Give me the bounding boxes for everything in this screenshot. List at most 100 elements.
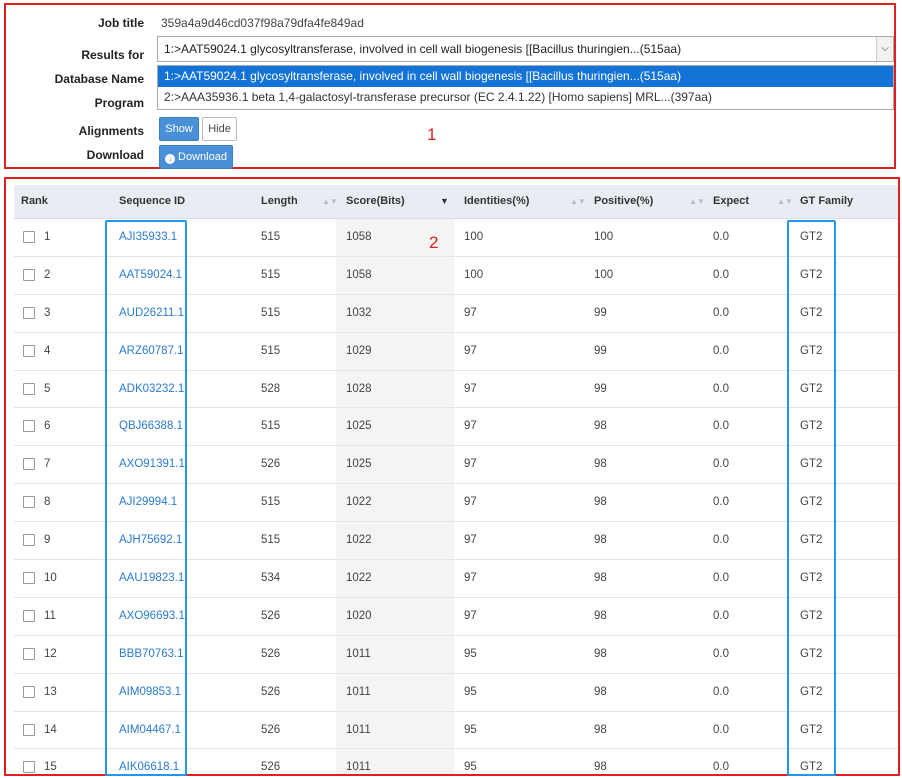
rank-cell: 9	[44, 534, 51, 547]
identities-cell: 97	[464, 496, 477, 509]
expect-cell: 0.0	[713, 231, 729, 243]
row-checkbox[interactable]	[23, 761, 35, 774]
sort-positive-icon[interactable]: ▲▼	[689, 197, 705, 206]
results-table-panel: Rank Sequence ID Length ▲▼ Score(Bits) ▼…	[4, 177, 900, 776]
sequence-id-link[interactable]: AJI35933.1	[119, 231, 178, 243]
gt-family-cell: GT2	[800, 496, 823, 509]
expect-cell: 0.0	[713, 761, 729, 774]
sort-descending-icon[interactable]: ▼	[440, 196, 449, 206]
sequence-id-link[interactable]: AIK06618.1	[119, 761, 180, 774]
results-for-selected-value: 1:>AAT59024.1 glycosyltransferase, invol…	[164, 42, 682, 56]
results-for-label: Results for	[81, 48, 144, 62]
score-column-bg	[336, 446, 454, 484]
header-expect[interactable]: Expect	[713, 195, 750, 207]
download-label: Download	[86, 148, 144, 162]
sequence-id-link[interactable]: ARZ60787.1	[119, 344, 184, 357]
score-column-bg	[336, 256, 454, 294]
chevron-down-icon[interactable]: ⌵	[876, 37, 893, 61]
database-name-label: Database Name	[54, 72, 144, 86]
rank-cell: 13	[44, 685, 57, 698]
table-row: 15 AIK06618.1 526 1011 95 98 0.0 GT2	[14, 749, 898, 774]
positive-cell: 98	[594, 458, 607, 471]
results-for-select[interactable]: 1:>AAT59024.1 glycosyltransferase, invol…	[157, 36, 894, 62]
dropdown-option-1[interactable]: 1:>AAT59024.1 glycosyltransferase, invol…	[158, 66, 893, 87]
sequence-id-link[interactable]: BBB70763.1	[119, 647, 184, 660]
dropdown-option-2[interactable]: 2:>AAA35936.1 beta 1,4-galactosyl-transf…	[164, 90, 712, 104]
sort-length-icon[interactable]: ▲▼	[322, 197, 338, 206]
sequence-id-link[interactable]: AXO91391.1	[119, 458, 185, 471]
hide-alignments-button[interactable]: Hide	[202, 117, 237, 141]
length-cell: 515	[261, 496, 281, 509]
job-title-label: Job title	[97, 16, 144, 30]
positive-cell: 100	[594, 231, 614, 243]
score-column-bg	[336, 408, 454, 446]
sequence-id-link[interactable]: AIM09853.1	[119, 685, 182, 698]
sort-expect-icon[interactable]: ▲▼	[777, 197, 793, 206]
alignments-label: Alignments	[78, 124, 144, 138]
identities-cell: 97	[464, 609, 477, 622]
identities-cell: 97	[464, 572, 477, 585]
header-rank[interactable]: Rank	[21, 195, 48, 207]
row-checkbox[interactable]	[23, 458, 35, 471]
length-cell: 515	[261, 268, 281, 281]
score-column-bg	[336, 294, 454, 332]
table-row: 2 AAT59024.1 515 1058 100 100 0.0 GT2	[14, 256, 898, 295]
row-checkbox[interactable]	[23, 496, 35, 509]
score-column-bg	[336, 332, 454, 370]
table-row: 8 AJI29994.1 515 1022 97 98 0.0 GT2	[14, 484, 898, 523]
sort-identities-icon[interactable]: ▲▼	[570, 197, 586, 206]
rank-cell: 7	[44, 458, 51, 471]
sequence-id-link[interactable]: ADK03232.1	[119, 382, 185, 395]
header-positive[interactable]: Positive(%)	[594, 195, 654, 207]
results-for-dropdown: 1:>AAT59024.1 glycosyltransferase, invol…	[157, 65, 894, 110]
expect-cell: 0.0	[713, 685, 729, 698]
header-length[interactable]: Length	[261, 195, 298, 207]
row-checkbox[interactable]	[23, 647, 35, 660]
positive-cell: 98	[594, 761, 607, 774]
expect-cell: 0.0	[713, 496, 729, 509]
positive-cell: 100	[594, 268, 614, 281]
download-button[interactable]: ↓ Download	[159, 145, 233, 169]
sequence-id-link[interactable]: AIM04467.1	[119, 723, 182, 736]
expect-cell: 0.0	[713, 572, 729, 585]
row-checkbox[interactable]	[23, 572, 35, 585]
header-identities[interactable]: Identities(%)	[464, 195, 530, 207]
positive-cell: 98	[594, 420, 607, 433]
score-cell: 1011	[346, 685, 371, 698]
table-row: 1 AJI35933.1 515 1058 100 100 0.0 GT2	[14, 219, 898, 257]
row-checkbox[interactable]	[23, 268, 35, 281]
identities-cell: 95	[464, 723, 477, 736]
identities-cell: 100	[464, 231, 484, 243]
row-checkbox[interactable]	[23, 344, 35, 357]
sequence-id-link[interactable]: AAT59024.1	[119, 268, 183, 281]
sequence-id-link[interactable]: AUD26211.1	[119, 306, 184, 319]
row-checkbox[interactable]	[23, 382, 35, 395]
sequence-id-link[interactable]: AXO96693.1	[119, 609, 185, 622]
row-checkbox[interactable]	[23, 609, 35, 622]
length-cell: 515	[261, 344, 281, 357]
expect-cell: 0.0	[713, 534, 729, 547]
sequence-id-link[interactable]: AJH75692.1	[119, 534, 183, 547]
sequence-id-link[interactable]: QBJ66388.1	[119, 420, 183, 433]
row-checkbox[interactable]	[23, 231, 35, 243]
identities-cell: 97	[464, 344, 477, 357]
identities-cell: 95	[464, 685, 477, 698]
table-row: 10 AAU19823.1 534 1022 97 98 0.0 GT2	[14, 560, 898, 598]
program-label: Program	[94, 96, 144, 110]
sequence-id-link[interactable]: AAU19823.1	[119, 572, 185, 585]
row-checkbox[interactable]	[23, 420, 35, 433]
show-alignments-button[interactable]: Show	[159, 117, 199, 141]
score-cell: 1011	[346, 723, 371, 736]
row-checkbox[interactable]	[23, 534, 35, 547]
header-sequence-id[interactable]: Sequence ID	[119, 195, 186, 207]
gt-family-cell: GT2	[800, 609, 823, 622]
header-gt-family[interactable]: GT Family	[800, 195, 854, 207]
row-checkbox[interactable]	[23, 723, 35, 736]
gt-family-cell: GT2	[800, 761, 823, 774]
sequence-id-link[interactable]: AJI29994.1	[119, 496, 178, 509]
row-checkbox[interactable]	[23, 685, 35, 698]
table-row: 13 AIM09853.1 526 1011 95 98 0.0 GT2	[14, 673, 898, 712]
header-score[interactable]: Score(Bits)	[346, 195, 405, 207]
annotation-marker-1: 1	[427, 125, 437, 144]
row-checkbox[interactable]	[23, 306, 35, 319]
